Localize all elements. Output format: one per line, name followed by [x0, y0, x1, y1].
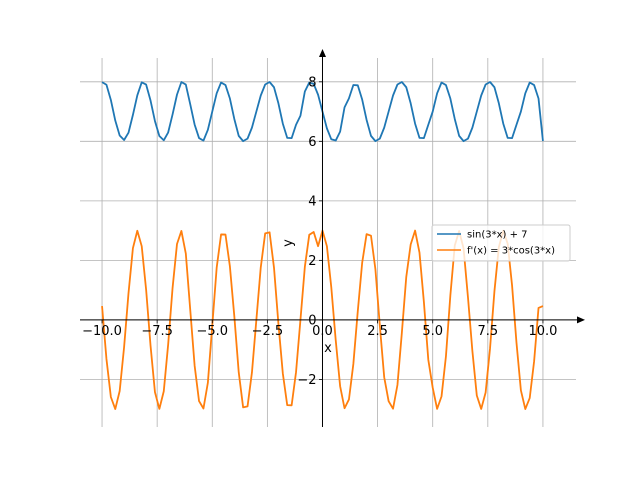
- legend: sin(3*x) + 7 f'(x) = 3*cos(3*x): [431, 224, 571, 262]
- x-tick-label-4: 0.0: [312, 324, 333, 339]
- x-tick-label-2: −5.0: [196, 324, 228, 339]
- axes: [80, 49, 585, 427]
- x-tick-label-5: 2.5: [367, 324, 388, 339]
- y-axis-label: y: [281, 239, 296, 247]
- y-tick-label-5: 8: [308, 75, 316, 90]
- x-tick-label-1: −7.5: [141, 324, 173, 339]
- tick-labels: −10.0 −7.5 −5.0 −2.5 0.0 2.5 5.0 7.5 10.0 −2 0 2 4 6 8: [82, 75, 557, 388]
- x-tick-label-0: −10.0: [82, 324, 122, 339]
- y-tick-label-2: 2: [308, 254, 316, 269]
- x-tick-label-6: 5.0: [422, 324, 443, 339]
- legend-box: [431, 224, 571, 262]
- y-tick-label-0: −2: [297, 373, 316, 388]
- legend-label-sin: sin(3*x) + 7: [467, 230, 528, 241]
- y-tick-label-1: 0: [308, 313, 316, 328]
- y-axis-arrow: [318, 49, 326, 57]
- legend-label-derivative: f'(x) = 3*cos(3*x): [467, 246, 555, 257]
- x-axis-label: x: [324, 341, 332, 356]
- x-tick-label-3: −2.5: [252, 324, 284, 339]
- x-axis-arrow: [577, 316, 585, 324]
- y-tick-label-4: 6: [308, 135, 316, 150]
- x-tick-label-7: 7.5: [477, 324, 498, 339]
- y-tick-label-3: 4: [308, 194, 316, 209]
- x-tick-label-8: 10.0: [528, 324, 557, 339]
